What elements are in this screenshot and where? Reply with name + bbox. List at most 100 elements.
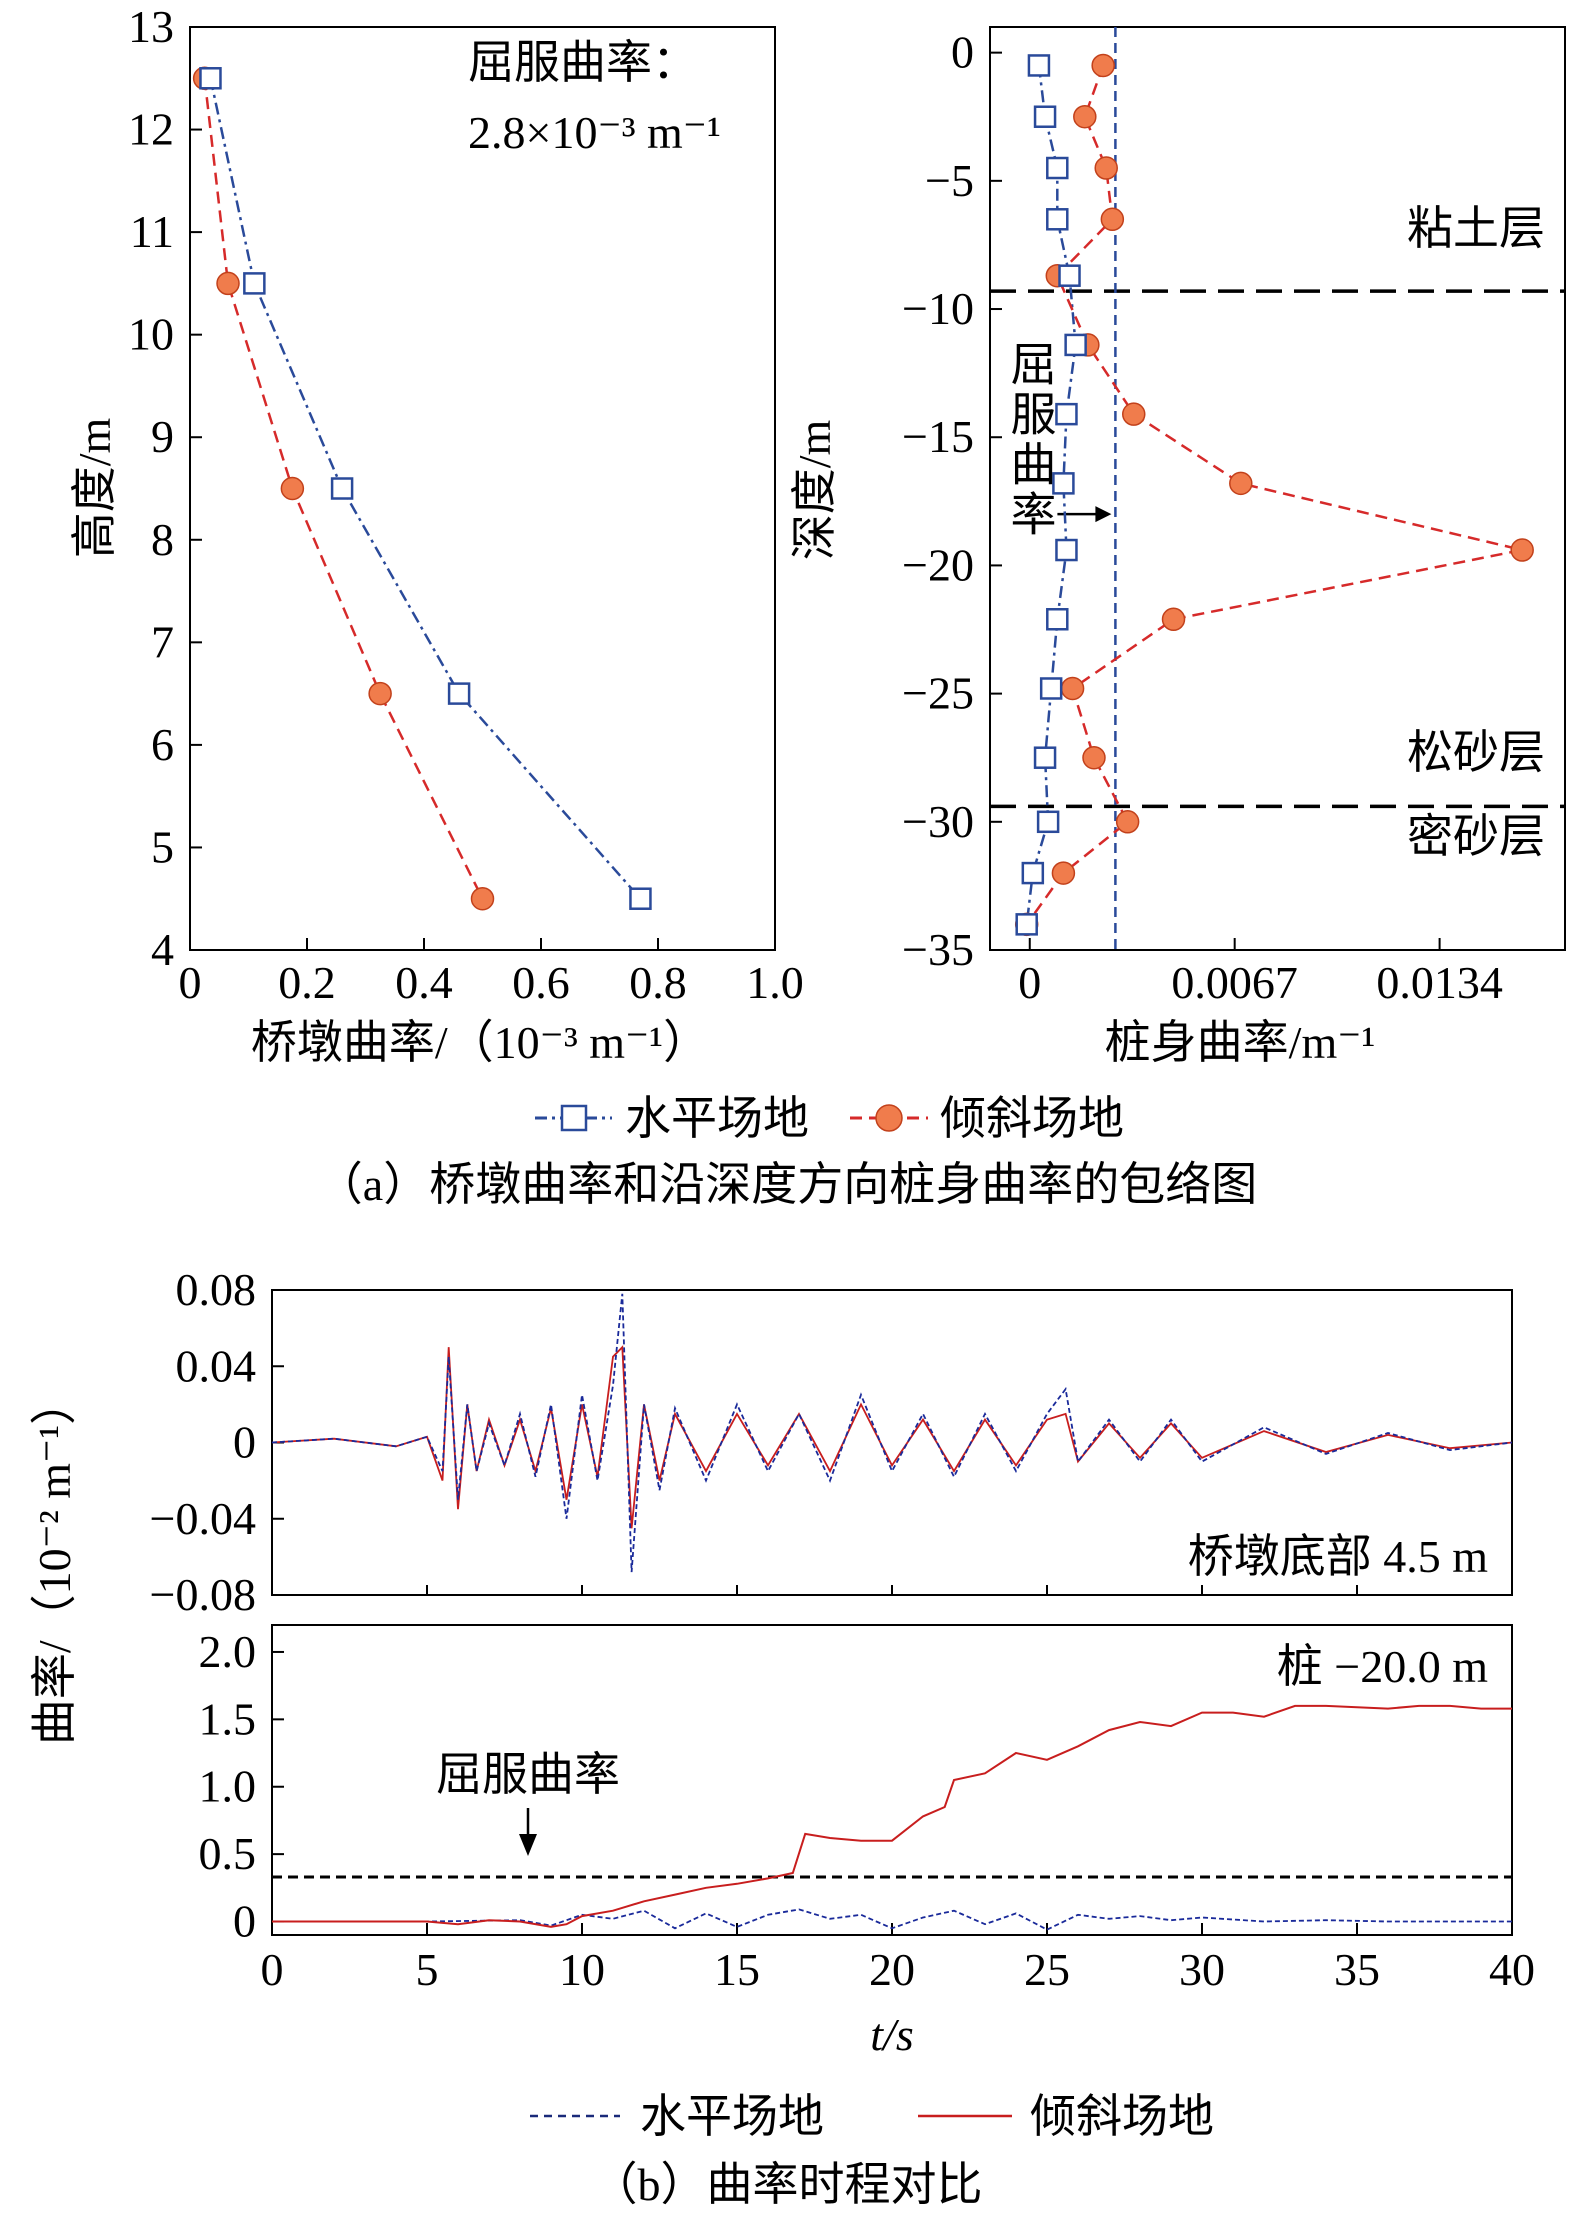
pile-sloping-line (1025, 65, 1523, 926)
pile-x-axis-label: 桩身曲率/m⁻¹ (1105, 1017, 1376, 1068)
yield-arrow-b (519, 1808, 537, 1856)
pile-horizontal-point (1033, 105, 1057, 128)
pile-horizontal-point (1039, 677, 1063, 700)
pile-sloping-point (1115, 810, 1140, 834)
pile-horizontal-point (1027, 54, 1051, 77)
pile-y-tick-label: 0 (951, 27, 974, 78)
pile-x-tick-label: 0 (1018, 957, 1041, 1008)
pier-sloping-point (280, 476, 305, 501)
pile-time-x-tick-label: 10 (559, 1944, 605, 1995)
pier-y-tick-label: 5 (151, 821, 174, 872)
legend-b: 水平场地 倾斜场地 (530, 2091, 1214, 2142)
pier-y-axis-label: 高度/m (69, 418, 120, 559)
pier-y-tick-label: 10 (128, 309, 174, 360)
pile-horizontal-point (1046, 208, 1069, 231)
pile-time-x-tick-label: 25 (1024, 1944, 1070, 1995)
pile-plot-frame (989, 26, 1566, 951)
pier-x-tick-label: 0.8 (629, 957, 687, 1008)
pier-x-tick-label: 1.0 (746, 957, 804, 1008)
pile-time-x-tick-label: 0 (261, 1944, 284, 1995)
pier-y-tick-label: 7 (151, 616, 174, 667)
pile-y-tick-label: −30 (902, 796, 974, 847)
pile-time-y-tick-label: 1.0 (199, 1761, 257, 1812)
pier-time-horizontal-line (271, 1293, 1513, 1573)
pile-time-y-tick-label: 1.5 (199, 1693, 257, 1744)
pier-curvature-chart: 0 0.2 0.4 0.6 0.8 1.0 4 5 6 7 8 9 10 11 12 13 (128, 1, 804, 1008)
pier-time-history-chart: 0.08 0.04 0 −0.04 −0.08 (150, 1264, 1513, 1620)
pier-sloping-point (368, 681, 392, 706)
pier-time-y-tick-label: −0.08 (150, 1569, 256, 1620)
pier-time-y-tick-label: −0.04 (150, 1493, 256, 1544)
pile-horizontal-point (1058, 264, 1081, 287)
pile-y-tick-label: −20 (902, 539, 974, 590)
pier-x-tick-label: 0 (179, 957, 202, 1008)
pier-annotation-line1: 屈服曲率： (468, 37, 698, 88)
pile-horizontal-point (1046, 608, 1069, 631)
pile-time-y-tick-label: 0.5 (199, 1828, 257, 1879)
pier-sloping-point (470, 886, 495, 911)
pile-sloping-point (1060, 676, 1085, 701)
pile-horizontal-point (1021, 861, 1045, 885)
pile-horizontal-point (1036, 810, 1060, 834)
pile-horizontal-point (1064, 333, 1087, 357)
pier-horizontal-point (447, 682, 471, 705)
pile-time-x-tick-label: 15 (714, 1944, 760, 1995)
legend-a: 水平场地 倾斜场地 (535, 1093, 1124, 1144)
pile-time-sloping-line (272, 1704, 1512, 1928)
pier-horizontal-point (330, 477, 354, 500)
loose-sand-layer-label: 松砂层 (1407, 727, 1545, 778)
pier-y-tick-label: 11 (130, 206, 174, 257)
pile-yield-label: 屈服曲率 (1005, 340, 1056, 540)
pile-yield-arrow-head (1095, 506, 1112, 523)
legend-a-sloping-label: 倾斜场地 (940, 1093, 1124, 1144)
pier-horizontal-point (629, 887, 652, 910)
pile-horizontal-point (1055, 538, 1078, 562)
pile-time-x-tick-label: 35 (1334, 1944, 1380, 1995)
time-y-axis-label: 曲率/（10⁻² m⁻¹） (29, 1379, 80, 1745)
pier-time-y-tick-label: 0.04 (176, 1340, 257, 1391)
pile-curvature-chart: 0 0.0067 0.0134 0 −5 −10 −15 −20 −25 −30 −35 (902, 26, 1566, 1008)
pile-x-tick-label: 0.0134 (1376, 957, 1503, 1008)
pier-sloping-point (216, 271, 240, 296)
pile-y-axis-label: 深度/m (789, 420, 840, 561)
pile-x-tick-label: 0.0067 (1171, 957, 1298, 1008)
pile-sloping-point (1100, 207, 1125, 232)
pile-y-tick-label: −35 (902, 924, 974, 975)
pile-sloping-point (1510, 538, 1534, 562)
pier-x-tick-label: 0.6 (512, 957, 570, 1008)
pile-time-x-tick-label: 40 (1489, 1944, 1535, 1995)
pile-time-y-tick-label: 2.0 (199, 1626, 257, 1677)
pile-time-label: 桩 −20.0 m (1277, 1641, 1488, 1692)
pile-y-tick-label: −10 (902, 283, 974, 334)
pile-horizontal-point (1033, 746, 1057, 769)
pile-time-history-chart: 2.0 1.5 1.0 0.5 00 5 10 15 20 25 30 35 40 (199, 1624, 1535, 1995)
pile-horizontal-point (1052, 472, 1075, 495)
pier-y-tick-label: 4 (151, 924, 174, 975)
pile-time-yield-label: 屈服曲率 (436, 1749, 620, 1800)
pile-time-y-tick-label: 0 (233, 1896, 256, 1947)
legend-b-horizontal-label: 水平场地 (640, 2091, 824, 2142)
pile-time-x-tick-label: 30 (1179, 1944, 1225, 1995)
pier-y-tick-label: 9 (151, 411, 174, 462)
pier-y-tick-label: 13 (128, 1, 174, 52)
pile-sloping-point (1051, 861, 1076, 885)
pile-sloping-point (1073, 104, 1097, 129)
pile-sloping-point (1091, 53, 1115, 78)
time-x-axis-label: t/s (870, 2009, 913, 2060)
pier-y-tick-label: 6 (151, 719, 174, 770)
clay-layer-label: 粘土层 (1407, 203, 1545, 254)
pier-x-tick-label: 0.2 (278, 957, 336, 1008)
pier-time-y-tick-label: 0.08 (176, 1264, 257, 1315)
caption-b: （b）曲率时程对比 (592, 2159, 983, 2210)
legend-b-sloping-label: 倾斜场地 (1030, 2091, 1214, 2142)
pier-time-label: 桥墩底部 4.5 m (1188, 1531, 1489, 1582)
pile-y-tick-label: −5 (925, 155, 974, 206)
pile-y-tick-label: −25 (902, 668, 974, 719)
pile-time-horizontal-line (272, 1908, 1512, 1931)
pile-sloping-point (1229, 471, 1253, 496)
pier-x-axis-label: 桥墩曲率/（10⁻³ m⁻¹） (251, 1017, 709, 1068)
caption-a: （a）桥墩曲率和沿深度方向桩身曲率的包络图 (317, 1159, 1257, 1210)
legend-a-horizontal-label: 水平场地 (625, 1093, 809, 1144)
pile-sloping-point (1122, 402, 1146, 426)
